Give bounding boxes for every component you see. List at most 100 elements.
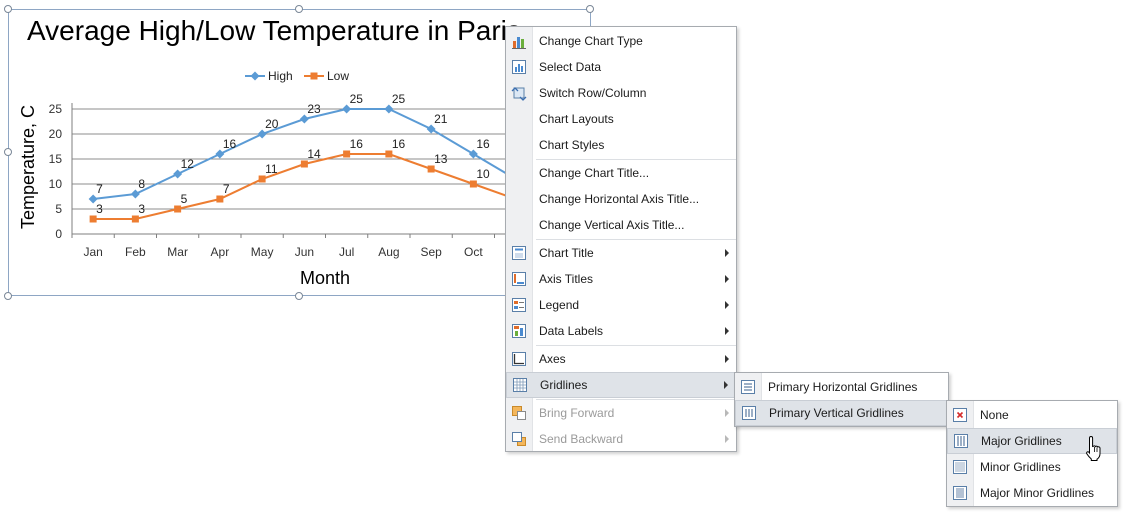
major-gridlines-icon (953, 433, 969, 449)
menu-item-change-chart-title[interactable]: Change Chart Title... (506, 160, 736, 186)
menu-item-change-vertical-axis-title[interactable]: Change Vertical Axis Title... (506, 212, 736, 238)
data-point-high (88, 194, 98, 204)
menu-item-select-data[interactable]: Select Data (506, 54, 736, 80)
major-minor-gridlines-icon (952, 485, 968, 501)
resize-handle-top-right[interactable] (586, 5, 594, 13)
data-label: 14 (307, 147, 321, 161)
submenu-arrow-icon (725, 327, 729, 335)
data-point-high (257, 129, 267, 139)
data-label: 16 (223, 137, 237, 151)
data-point-low (131, 215, 139, 223)
y-tick-label: 10 (49, 177, 63, 191)
menu-item-bring-forward[interactable]: Bring Forward (506, 400, 736, 426)
menu-item-change-horizontal-axis-title[interactable]: Change Horizontal Axis Title... (506, 186, 736, 212)
data-label: 25 (350, 92, 364, 106)
y-tick-label: 5 (55, 202, 62, 216)
data-point-low (427, 165, 435, 173)
menu-item-minor-gridlines[interactable]: Minor Gridlines (947, 454, 1117, 480)
menu-item-label: Legend (539, 298, 580, 312)
menu-item-major-gridlines[interactable]: Major Gridlines (947, 428, 1117, 454)
menu-item-chart-layouts[interactable]: Chart Layouts (506, 106, 736, 132)
data-point-high (468, 149, 478, 159)
x-tick-label: Oct (464, 245, 483, 259)
menu-item-label: Switch Row/Column (539, 86, 647, 100)
select-data-icon (511, 59, 527, 75)
menu-separator (536, 345, 736, 346)
none-icon (952, 407, 968, 423)
data-label: 13 (434, 152, 448, 166)
menu-item-label: Primary Horizontal Gridlines (768, 380, 918, 394)
menu-item-label: Minor Gridlines (980, 460, 1061, 474)
data-point-high (173, 169, 183, 179)
x-tick-label: Apr (211, 245, 230, 259)
axis-titles-icon (511, 271, 527, 287)
gridlines-icon (512, 377, 528, 393)
data-label: 7 (96, 182, 103, 196)
y-tick-label: 20 (49, 127, 63, 141)
menu-item-chart-styles[interactable]: Chart Styles (506, 132, 736, 158)
legend-marker-low (310, 72, 318, 80)
switch-row-column-icon (511, 85, 527, 101)
menu-item-gridlines[interactable]: Gridlines (506, 372, 736, 398)
data-label: 23 (307, 102, 321, 116)
resize-handle-top[interactable] (295, 5, 303, 13)
resize-handle-bottom[interactable] (295, 292, 303, 300)
x-tick-label: Feb (125, 245, 146, 259)
y-tick-label: 15 (49, 152, 63, 166)
menu-item-axis-titles[interactable]: Axis Titles (506, 266, 736, 292)
y-axis-title: Temperature, C (18, 105, 38, 229)
menu-item-label: Axes (539, 352, 566, 366)
data-label: 3 (138, 202, 145, 216)
vertical-gridlines-icon (741, 405, 757, 421)
submenu-arrow-icon (725, 249, 729, 257)
x-tick-label: Jul (339, 245, 354, 259)
data-label: 8 (138, 177, 145, 191)
axes-icon (511, 351, 527, 367)
data-point-low (469, 180, 477, 188)
chart-title[interactable]: Average High/Low Temperature in Paris (27, 15, 521, 46)
data-labels-icon (511, 323, 527, 339)
resize-handle-left[interactable] (4, 148, 12, 156)
menu-item-major-minor-gridlines[interactable]: Major Minor Gridlines (947, 480, 1117, 506)
series-line-low (93, 153, 559, 220)
menu-item-send-backward[interactable]: Send Backward (506, 426, 736, 452)
menu-item-label: Chart Title (539, 246, 594, 260)
menu-item-label: Bring Forward (539, 406, 615, 420)
menu-item-legend[interactable]: Legend (506, 292, 736, 318)
resize-handle-bottom-left[interactable] (4, 292, 12, 300)
menu-item-axes[interactable]: Axes (506, 346, 736, 372)
legend-icon (511, 297, 527, 313)
menu-item-label: Change Chart Title... (539, 166, 650, 180)
menu-item-data-labels[interactable]: Data Labels (506, 318, 736, 344)
menu-item-primary-vertical-gridlines[interactable]: Primary Vertical Gridlines (735, 400, 948, 426)
data-point-low (343, 150, 351, 158)
submenu-arrow-icon (724, 381, 728, 389)
menu-item-switch-row-column[interactable]: Switch Row/Column (506, 80, 736, 106)
send-backward-icon (511, 431, 527, 447)
menu-item-change-chart-type[interactable]: Change Chart Type (506, 28, 736, 54)
gridlines-submenu: Primary Horizontal Gridlines Primary Vert… (734, 372, 949, 427)
menu-separator (536, 239, 736, 240)
x-axis-title: Month (300, 268, 350, 288)
menu-item-primary-horizontal-gridlines[interactable]: Primary Horizontal Gridlines (735, 374, 948, 400)
data-label: 21 (434, 112, 448, 126)
data-point-low (300, 160, 308, 168)
data-point-high (130, 189, 140, 199)
menu-item-chart-title[interactable]: Chart Title (506, 240, 736, 266)
submenu-arrow-icon (725, 435, 729, 443)
legend-label-high: High (268, 69, 293, 83)
data-point-high (342, 104, 352, 114)
menu-item-label: Change Horizontal Axis Title... (539, 192, 700, 206)
data-point-low (385, 150, 393, 158)
data-point-low (216, 195, 224, 203)
menu-item-label: Change Chart Type (539, 34, 643, 48)
x-tick-label: Jun (295, 245, 314, 259)
legend-marker-high (250, 71, 260, 81)
data-point-high (384, 104, 394, 114)
submenu-arrow-icon (725, 275, 729, 283)
resize-handle-top-left[interactable] (4, 5, 12, 13)
bring-forward-icon (511, 405, 527, 421)
x-tick-label: Sep (420, 245, 442, 259)
menu-item-none[interactable]: None (947, 402, 1117, 428)
